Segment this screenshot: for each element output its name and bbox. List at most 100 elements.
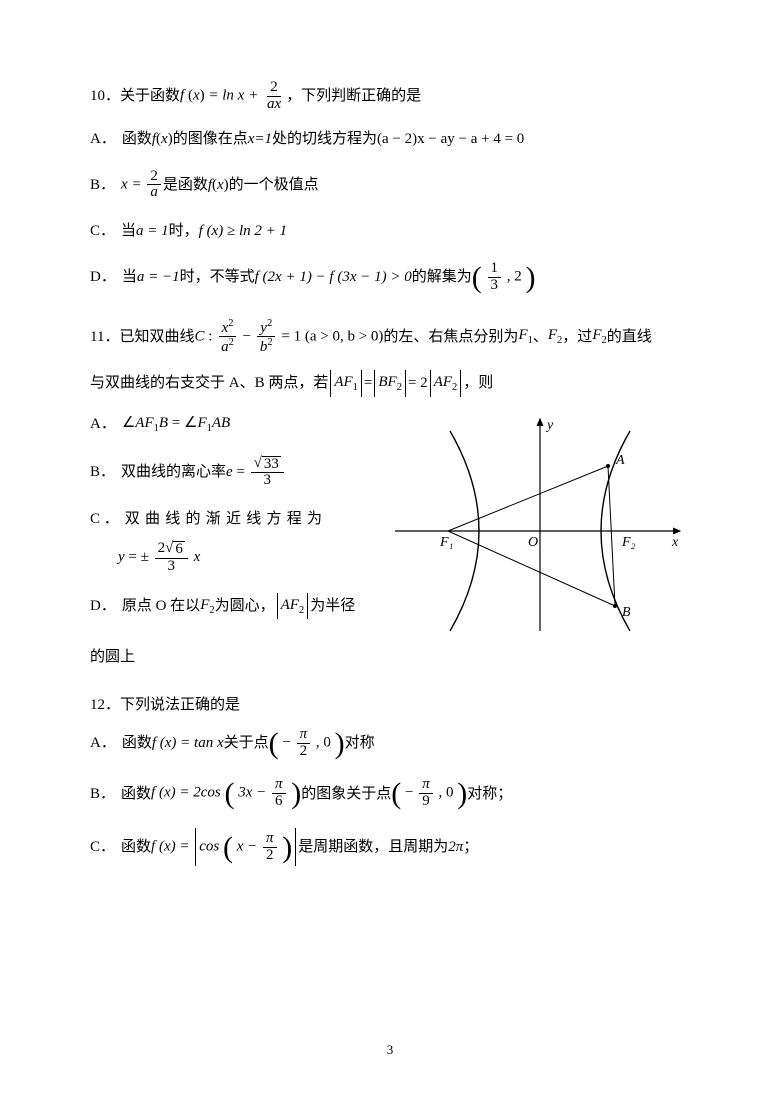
text: 函数 [122,731,152,755]
eq: = [172,415,184,431]
label-d: D． [90,594,116,618]
text: 时， [169,219,199,243]
eq2: = 2 [408,371,428,395]
fn-cos: f (x) = 2cos ( 3x − π 6 ) [151,777,301,810]
point: ( − π 2 , 0 ) [269,727,345,760]
eq: = ± [128,549,148,565]
y: y [118,549,125,565]
asymptote: y = ± 26 3 x [118,541,200,575]
question-10: 10． 关于函数 f (x) = ln x + 2 ax ，下列判断正确的是 A… [90,80,690,294]
cond: (a > 0, b > 0) [305,328,384,344]
AF: AF [434,374,452,390]
label-a: A． [90,127,116,151]
q11-number: 11． [90,325,119,349]
abs-AF2: AF2 [430,370,462,397]
text: 当 [122,265,137,289]
n: 2 [147,169,161,186]
q11-stem-line2: 与双曲线的右支交于 A、B 两点，若 AF1 = BF2 = 2 AF2 ，则 [90,370,690,397]
n: π [297,727,311,744]
question-12: 12． 下列说法正确的是 A． 函数 f (x) = tan x 关于点 ( −… [90,693,690,867]
eccentricity: e = 33 3 [226,456,286,490]
num-2: 2 [267,80,281,97]
text: 原点 O 在以 [122,594,200,618]
F: F [200,597,209,613]
sep: 、 [533,325,548,349]
n2: 6 [173,541,185,558]
d: a [147,185,161,201]
x: x [121,176,128,192]
frac-x2-a2: x2 a2 [218,318,237,357]
label-y: y [545,418,554,433]
angle: ∠ [122,415,135,431]
text: 的直线 [607,325,652,349]
var-x2: x [238,88,245,104]
F: F [197,415,206,431]
fn-fx: f(x) [208,173,229,197]
label-b: B． [90,460,115,484]
d: 2 [263,848,277,864]
text: 函数 [122,127,152,151]
fn-abs-cos: f (x) = cos ( x − π 2 ) [151,828,298,867]
frac-sqrt33-3: 33 3 [251,456,284,490]
fn-tan: f (x) = tan x [152,731,224,755]
d: 3 [261,473,275,489]
den-ax: ax [264,97,284,113]
a-eq-neg1: a = −1 [137,265,180,289]
q12-number: 12． [90,693,120,717]
AF: AF [281,597,299,613]
x-eq-frac: x = 2 a [121,169,163,202]
text: 的解集为 [412,265,472,289]
frac-y2-b2: y2 b2 [257,318,276,357]
e: 2 [267,337,272,348]
interval: ( 1 3 , 2 ) [472,261,536,294]
fn: f (x) = 2cos [151,785,221,801]
fn-fx: f(x) [152,127,173,151]
s: 2 [299,605,304,616]
colon: : [208,328,216,344]
q11-opt-b: B． 双曲线的离心率 e = 33 3 [90,456,370,490]
q11-opt-d: D． 原点 O 在以 F2 为圆心， AF2 为半径 [90,593,370,620]
text: 关于点 [224,731,269,755]
n: π [272,777,286,794]
page-number: 3 [0,1040,780,1061]
q10-number: 10． [90,84,120,108]
F: F [518,327,527,343]
s: 2 [397,382,402,393]
text: 下列说法正确的是 [120,693,240,717]
x: x [217,177,224,193]
q10-text-1: 关于函数 [120,84,180,108]
ineq: f (x) ≥ ln 2 + 1 [199,219,287,243]
s: 1 [353,382,358,393]
label-b: B． [90,782,115,806]
abs-BF2: BF2 [374,370,406,397]
frac-2sqrt6-3: 26 3 [155,541,188,575]
z: 0 [446,785,454,801]
F2: F2 [200,593,214,620]
a: a [221,339,229,355]
text: 的图像在点 [173,127,248,151]
text: 的圆上 [90,645,135,669]
q11-body: A． ∠AF1B = ∠F1AB B． 双曲线的离心率 e = 33 3 [90,411,690,649]
angle: ∠ [184,415,197,431]
C: C [194,328,204,344]
text: 对称 [345,731,375,755]
F: F [548,327,557,343]
period: 2π [448,835,463,859]
frac-pi-2b: π 2 [263,831,277,864]
label-c: C． [90,835,115,859]
var-x: x [193,88,200,104]
abs-AF1: AF1 [330,370,362,397]
plus: + [248,88,262,104]
q11-opt-a: A． ∠AF1B = ∠F1AB [90,411,370,438]
text: 的一个极值点 [229,173,319,197]
y: y [260,320,267,336]
text: 对称； [467,782,512,806]
label-d: D． [90,265,116,289]
label-c: C ． [90,507,119,531]
eq: = [236,464,248,480]
n: π [263,831,277,848]
q12-stem: 12． 下列说法正确的是 [90,693,690,717]
label-c: C． [90,219,115,243]
text: 函数 [121,782,151,806]
q10-opt-d: D． 当 a = −1 时，不等式 f (2x + 1) − f (3x − 1… [90,261,690,294]
